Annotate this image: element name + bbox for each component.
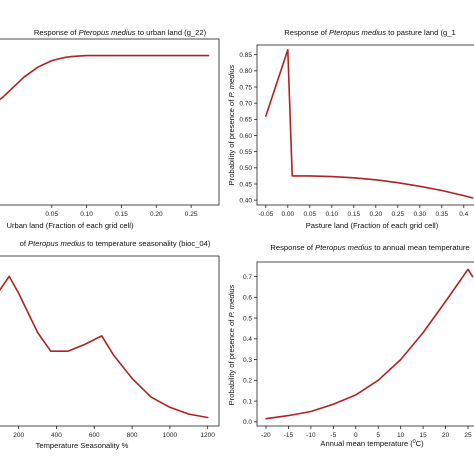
chart-title: Response of Pteropus medius to urban lan… — [34, 28, 207, 37]
x-axis-label-part: 0 — [413, 439, 416, 445]
x-tick-label: 200 — [13, 432, 24, 439]
plot-frame — [0, 255, 220, 427]
y-tick-label: 0.40 — [239, 197, 252, 204]
chart-title: of Pteropus medius to temperature season… — [20, 239, 211, 248]
x-tick-label: -5 — [330, 432, 336, 439]
y-axis-label-part: Probability of presence of — [227, 97, 236, 185]
y-tick-label: 0.2 — [243, 378, 252, 385]
x-tick-label: 0.4 — [459, 211, 468, 218]
chart-title-part: Response of — [284, 28, 329, 37]
x-tick-label: 0.10 — [80, 211, 93, 218]
chart-title-part: Pteropus medius — [28, 239, 85, 248]
y-tick-label: 0.50 — [239, 165, 252, 172]
y-tick-label: 0.60 — [239, 133, 252, 140]
x-tick-label: 0.20 — [369, 211, 382, 218]
y-axis-label: Probability of presence of P. medius — [227, 285, 236, 406]
chart-title: Response of Pteropus medius to annual me… — [270, 243, 469, 252]
x-tick-label: 0.15 — [347, 211, 360, 218]
y-tick-label: 0.55 — [239, 149, 252, 156]
y-tick-label: 0.75 — [239, 84, 252, 91]
chart-title-part: Pteropus medius — [315, 243, 372, 252]
response-curve-line — [0, 54, 210, 101]
y-tick-label: 0.0 — [243, 419, 252, 426]
x-tick-label: 600 — [89, 432, 100, 439]
y-axis-label: Probability of presence of P. medius — [227, 65, 236, 186]
y-tick-label: 0.4 — [243, 336, 252, 343]
response-curve-line — [0, 275, 209, 419]
y-axis-label-part: P. medius — [227, 65, 236, 98]
x-tick-label: -20 — [261, 432, 271, 439]
chart-panel-1: 0.05 0.10 0.15 0.20 0.25 Response of Pteropus… — [0, 28, 220, 230]
x-axis-label: Annual mean temperature (0C) — [320, 439, 424, 448]
y-tick-label: 0.3 — [243, 357, 252, 364]
x-tick-label: -0.05 — [258, 211, 273, 218]
y-tick-label: 0.45 — [239, 181, 252, 188]
x-tick-label: 0.10 — [325, 211, 338, 218]
chart-title: Response of Pteropus medius to pasture l… — [284, 28, 455, 37]
x-tick-label: 0.25 — [391, 211, 404, 218]
x-tick-label: 20 — [442, 432, 450, 439]
plot-frame — [256, 261, 474, 427]
x-axis-label: Pasture land (Fraction of each grid cell… — [306, 221, 439, 230]
x-axis-label-part: Annual mean temperature ( — [320, 439, 413, 448]
y-axis-label-part: P. medius — [227, 285, 236, 318]
chart-title-part: of — [20, 239, 28, 248]
chart-panel-4: -20 -15 -10 -5 0 5 10 15 20 25 0.0 0.1 0.2 0.3 0.4 0.5 0… — [227, 243, 474, 448]
chart-title-part: Response of — [34, 28, 79, 37]
x-tick-label: 5 — [376, 432, 380, 439]
plot-frame — [0, 38, 220, 206]
x-tick-label: 0 — [354, 432, 358, 439]
y-tick-label: 0.80 — [239, 68, 252, 75]
x-tick-label: 0.25 — [185, 211, 198, 218]
chart-title-part: to pasture land (g_1 — [386, 28, 456, 37]
chart-title-part: to temperature seasonality (bioc_04) — [85, 239, 211, 248]
x-tick-label: 10 — [397, 432, 405, 439]
chart-panel-2: -0.05 0.00 0.05 0.10 0.15 0.20 0.25 0.30 0.35 0.4… — [227, 28, 474, 230]
x-tick-label: 800 — [127, 432, 138, 439]
chart-title-part: to urban land (g_22) — [136, 28, 207, 37]
y-tick-label: 0.7 — [243, 274, 252, 281]
x-tick-label: 0.05 — [303, 211, 316, 218]
x-tick-label: 25 — [464, 432, 472, 439]
x-tick-label: 1200 — [200, 432, 215, 439]
x-tick-label: 0.35 — [435, 211, 448, 218]
x-tick-label: 400 — [51, 432, 62, 439]
x-tick-label: -15 — [284, 432, 294, 439]
x-tick-label: 0.20 — [150, 211, 163, 218]
x-axis-label: Temperature Seasonality % — [36, 441, 129, 450]
y-tick-label: 0.6 — [243, 295, 252, 302]
chart-title-part: Response of — [270, 243, 315, 252]
y-axis-label-part: Probability of presence of — [227, 317, 236, 405]
x-tick-label: 0.00 — [281, 211, 294, 218]
chart-panel-3: 200 400 600 800 1000 1200 of Pteropus medius t… — [0, 239, 220, 450]
chart-title-part: to annual mean temperature — [372, 243, 470, 252]
response-curve-line — [265, 49, 474, 199]
x-axis-label-part: C) — [416, 439, 424, 448]
chart-title-part: Pteropus medius — [329, 28, 386, 37]
x-tick-label: 0.30 — [413, 211, 426, 218]
chart-title-part: Pteropus medius — [79, 28, 136, 37]
y-tick-label: 0.85 — [239, 52, 252, 59]
x-tick-label: 0.05 — [45, 211, 58, 218]
y-tick-label: 0.65 — [239, 117, 252, 124]
plot-frame — [256, 44, 474, 206]
x-axis-label: Urban land (Fraction of each grid cell) — [6, 221, 134, 230]
x-tick-label: -10 — [306, 432, 316, 439]
x-tick-label: 0.15 — [115, 211, 128, 218]
x-tick-label: 15 — [420, 432, 428, 439]
y-tick-label: 0.70 — [239, 100, 252, 107]
x-tick-label: 1000 — [163, 432, 178, 439]
y-tick-label: 0.1 — [243, 398, 252, 405]
y-tick-label: 0.5 — [243, 315, 252, 322]
response-curve-line — [265, 268, 474, 420]
